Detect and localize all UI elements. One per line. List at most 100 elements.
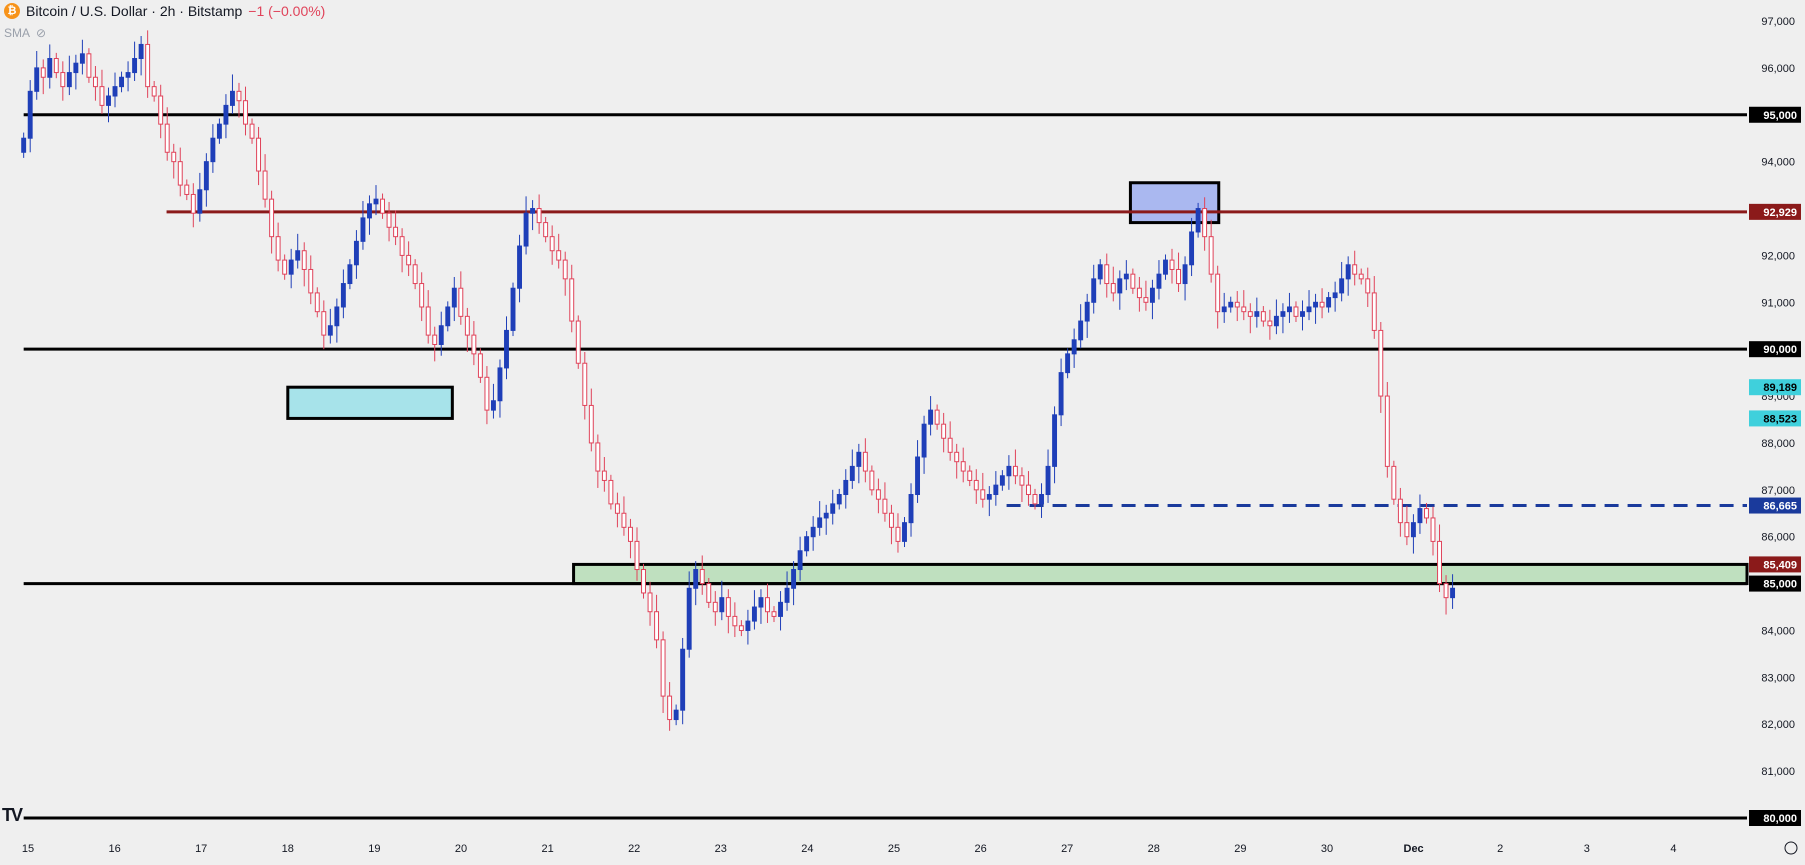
price-label-89189: 89,189 [1749, 379, 1801, 396]
candle [132, 41, 138, 82]
candle [1032, 488, 1038, 510]
x-tick-label: 24 [801, 843, 813, 855]
candle [1071, 328, 1077, 368]
candle-body [1345, 264, 1351, 280]
candle [1286, 292, 1292, 323]
candle-body [941, 423, 947, 439]
candle-body [484, 376, 490, 411]
candle-body [190, 193, 196, 214]
candle-body [412, 264, 418, 285]
candle [1026, 471, 1031, 506]
candle-body [327, 325, 333, 336]
candle-body [27, 90, 33, 139]
candle-body [1319, 301, 1325, 308]
candle [249, 118, 255, 144]
price-label-box [1749, 575, 1801, 592]
candle-body [1032, 494, 1038, 505]
price-label-box [1749, 106, 1801, 123]
candle [60, 61, 66, 101]
candle [882, 482, 888, 522]
candle [908, 483, 914, 537]
price-label-box [1749, 410, 1801, 427]
candle-body [849, 465, 855, 481]
candle [490, 383, 496, 419]
candlestick-series [21, 30, 1456, 731]
candle-body [86, 53, 92, 78]
candle [784, 571, 790, 611]
candle-body [1110, 283, 1116, 294]
indicator-legend[interactable]: SMA ⊘ [4, 26, 46, 40]
candle [425, 290, 431, 344]
candle-body [921, 423, 927, 458]
candle [1306, 290, 1312, 321]
green-zone [572, 562, 1749, 586]
candle-body [373, 198, 379, 205]
tradingview-logo[interactable]: TV [2, 805, 23, 825]
candle [34, 51, 40, 100]
candle-body [1300, 311, 1305, 317]
time-axis[interactable]: 15 16 17 18 19 20 21 22 23 24 25 26 27 28 29 30 Dec 2 3 4 [22, 841, 1798, 855]
candle-body [967, 470, 973, 481]
candle-body [641, 569, 646, 594]
candle-body [314, 292, 320, 313]
candle [1450, 574, 1456, 609]
candle [1397, 487, 1403, 537]
y-tick-label: 88,000 [1761, 438, 1795, 450]
candle [230, 74, 235, 114]
candle-body [308, 268, 314, 294]
candle [543, 216, 549, 243]
candle-body [497, 367, 503, 402]
candle-body [1208, 236, 1214, 275]
candle [530, 200, 536, 231]
candle [79, 39, 85, 75]
price-levels [23, 113, 1747, 820]
candle-body [1065, 353, 1071, 374]
candle-body [138, 43, 144, 60]
price-label-box [1749, 203, 1801, 220]
candle-body [784, 587, 790, 603]
candle-body [1234, 301, 1240, 308]
candle-body [177, 161, 183, 186]
candle-body [986, 494, 992, 500]
x-tick-label: Dec [1404, 843, 1424, 855]
candle-body [1365, 278, 1371, 294]
candle [712, 591, 718, 626]
candle [262, 154, 268, 208]
candle-body [243, 100, 248, 125]
candle-body [1182, 264, 1188, 285]
price-label-86665: 86,665 [1749, 497, 1801, 514]
candle [686, 571, 692, 658]
sma-indicator-label[interactable]: SMA [4, 26, 31, 40]
candle [327, 308, 333, 344]
candle [601, 457, 607, 492]
candle [862, 438, 868, 483]
candle [1371, 276, 1377, 339]
candle [999, 470, 1005, 491]
candle [125, 61, 131, 92]
candle-body [875, 489, 881, 500]
eye-icon[interactable]: ⊘ [36, 26, 47, 40]
candle-body [1026, 484, 1031, 496]
candle [1247, 303, 1253, 334]
candle [1437, 524, 1442, 593]
candle-body [1123, 273, 1129, 280]
chart-header: ₿ Bitcoin / U.S. Dollar · 2h · Bitstamp … [0, 0, 325, 22]
candle [275, 222, 281, 272]
candle-body [562, 259, 568, 280]
candle-body [1254, 311, 1260, 317]
candle [706, 577, 712, 608]
symbol-title[interactable]: Bitcoin / U.S. Dollar · 2h · Bitstamp [26, 3, 243, 19]
candle-body [380, 198, 385, 214]
candle-body [1391, 465, 1397, 500]
candle-body [862, 451, 868, 472]
candle [575, 315, 581, 369]
candle-body [1267, 320, 1273, 327]
x-tick-label: 30 [1321, 843, 1333, 855]
candle [1012, 449, 1018, 485]
candle [1045, 449, 1051, 503]
candle [334, 298, 340, 343]
candle-body [908, 494, 914, 524]
candle [967, 465, 973, 487]
